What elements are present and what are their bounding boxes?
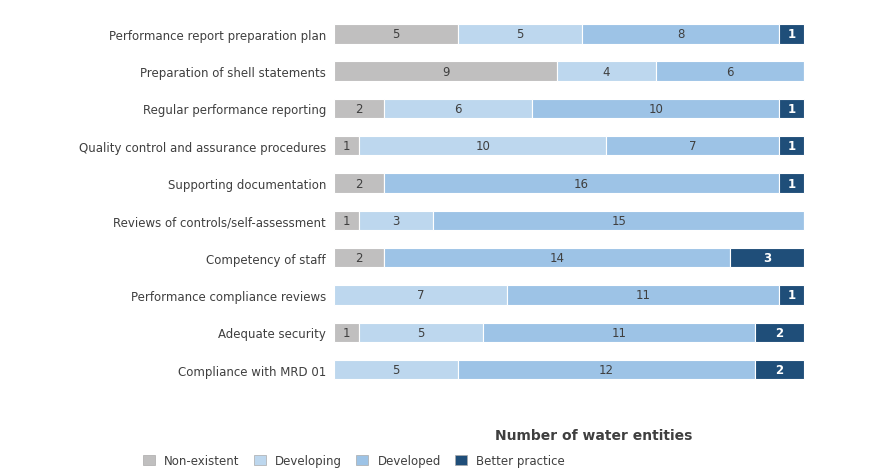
Bar (334, 323, 359, 342)
Bar (755, 323, 804, 342)
Text: 11: 11 (636, 289, 651, 302)
Text: 5: 5 (417, 326, 425, 339)
Bar (780, 286, 804, 305)
Text: 1: 1 (343, 140, 350, 153)
Bar (334, 25, 458, 44)
Text: 2: 2 (775, 326, 783, 339)
Text: 8: 8 (677, 28, 685, 41)
Bar (730, 248, 804, 268)
Bar (334, 62, 557, 82)
Bar (334, 174, 384, 193)
Bar (334, 286, 508, 305)
Bar (458, 25, 582, 44)
Text: Number of water entities: Number of water entities (495, 428, 693, 442)
Bar (780, 174, 804, 193)
Text: 14: 14 (549, 252, 564, 265)
Text: 1: 1 (788, 103, 796, 116)
Bar (780, 137, 804, 156)
Bar (582, 25, 780, 44)
Text: 10: 10 (475, 140, 490, 153)
Bar (483, 323, 755, 342)
Bar (656, 62, 804, 82)
Text: 3: 3 (763, 252, 771, 265)
Bar (508, 286, 780, 305)
Text: 9: 9 (442, 66, 450, 79)
Bar (359, 137, 606, 156)
Text: 1: 1 (788, 140, 796, 153)
Text: 16: 16 (574, 177, 589, 190)
Text: 1: 1 (343, 326, 350, 339)
Bar (458, 360, 755, 379)
Text: 1: 1 (788, 289, 796, 302)
Text: 4: 4 (603, 66, 610, 79)
Bar (532, 99, 780, 119)
Bar (359, 323, 483, 342)
Bar (334, 360, 458, 379)
Text: 2: 2 (356, 177, 363, 190)
Text: 11: 11 (612, 326, 627, 339)
Text: 15: 15 (612, 214, 627, 228)
Text: 10: 10 (649, 103, 664, 116)
Bar (433, 211, 804, 230)
Text: 5: 5 (517, 28, 524, 41)
Text: 6: 6 (726, 66, 734, 79)
Bar (334, 248, 384, 268)
Text: 3: 3 (392, 214, 400, 228)
Text: 7: 7 (689, 140, 697, 153)
Bar (755, 360, 804, 379)
Text: 5: 5 (392, 363, 400, 377)
Text: 1: 1 (788, 177, 796, 190)
Bar (334, 137, 359, 156)
Text: 2: 2 (775, 363, 783, 377)
Bar (780, 99, 804, 119)
Bar (780, 25, 804, 44)
Text: 2: 2 (356, 252, 363, 265)
Text: 2: 2 (356, 103, 363, 116)
Bar (606, 137, 780, 156)
Bar (359, 211, 433, 230)
Text: 12: 12 (599, 363, 614, 377)
Bar (384, 174, 780, 193)
Text: 1: 1 (343, 214, 350, 228)
Text: 1: 1 (788, 28, 796, 41)
Legend: Non-existent, Developing, Developed, Better practice: Non-existent, Developing, Developed, Bet… (143, 454, 565, 467)
Bar (557, 62, 656, 82)
Bar (334, 211, 359, 230)
Bar (334, 99, 384, 119)
Bar (384, 248, 730, 268)
Bar (384, 99, 532, 119)
Text: 7: 7 (417, 289, 425, 302)
Text: 6: 6 (454, 103, 462, 116)
Text: 5: 5 (392, 28, 400, 41)
